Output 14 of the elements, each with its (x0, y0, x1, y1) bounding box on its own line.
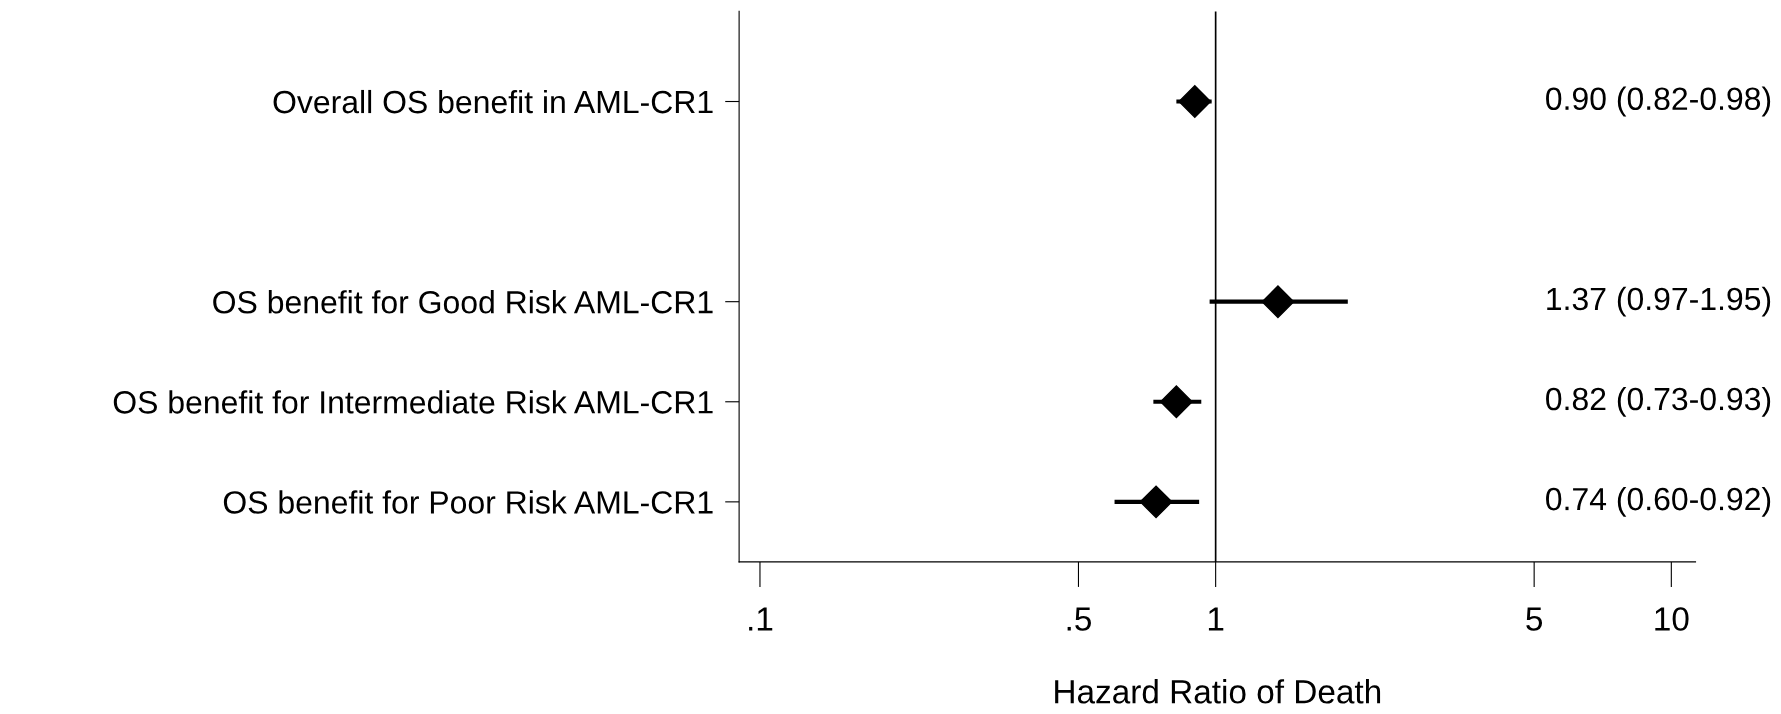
x-axis-title: Hazard Ratio of Death (1055, 679, 1381, 704)
annotation: 0.82 (0.73-0.93) (1546, 386, 1771, 417)
x-tick-label: .5 (1067, 607, 1091, 631)
annotation: 0.74 (0.60-0.92) (1546, 486, 1771, 517)
y-tick-label: OS benefit for Intermediate Risk AML-CR1 (113, 390, 713, 414)
annotation: 1.37 (0.97-1.95) (1547, 286, 1771, 317)
y-tick-label: Overall OS benefit in AML-CR1 (273, 89, 713, 114)
x-tick-label: 5 (1526, 607, 1543, 631)
x-tick-label: .1 (749, 607, 773, 631)
x-tick-label: 10 (1655, 607, 1689, 631)
x-tick-label: 1 (1208, 607, 1224, 631)
y-tick-label: OS benefit for Good Risk AML-CR1 (213, 290, 713, 314)
annotation: 0.90 (0.82-0.98) (1546, 86, 1771, 117)
y-tick-label: OS benefit for Poor Risk AML-CR1 (223, 490, 713, 514)
